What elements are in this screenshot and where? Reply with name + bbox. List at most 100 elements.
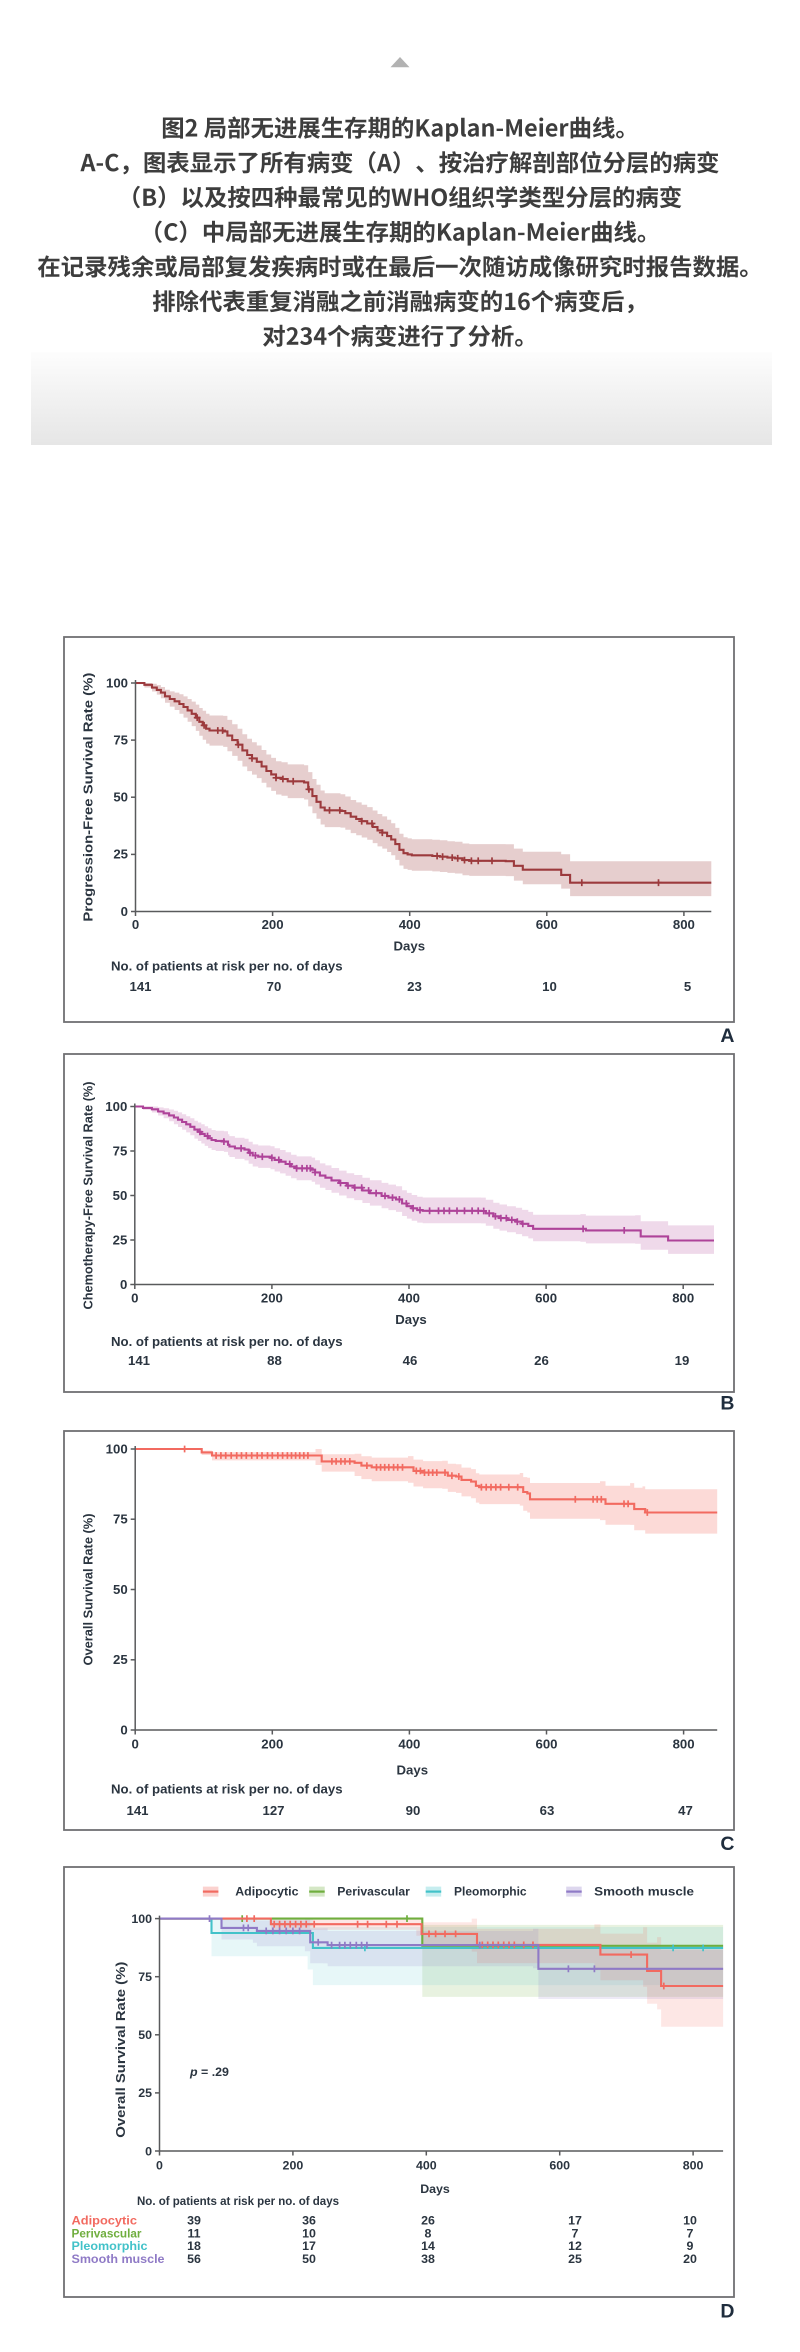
svg-text:Smooth muscle: Smooth muscle xyxy=(72,2252,165,2266)
svg-text:25: 25 xyxy=(113,847,128,862)
svg-text:90: 90 xyxy=(406,1803,421,1818)
svg-text:A: A xyxy=(720,1025,734,1047)
svg-text:0: 0 xyxy=(156,2159,163,2173)
svg-text:400: 400 xyxy=(398,1737,420,1752)
svg-text:7: 7 xyxy=(687,2226,694,2240)
svg-text:141: 141 xyxy=(126,1803,148,1818)
svg-text:C: C xyxy=(720,1833,734,1855)
svg-text:400: 400 xyxy=(398,1291,420,1306)
svg-text:No. of patients at risk per no: No. of patients at risk per no. of days xyxy=(137,2194,339,2208)
svg-text:39: 39 xyxy=(187,2214,201,2228)
svg-text:18: 18 xyxy=(187,2239,201,2253)
svg-text:50: 50 xyxy=(113,790,128,805)
svg-text:600: 600 xyxy=(549,2159,570,2173)
svg-text:Days: Days xyxy=(394,938,426,953)
svg-text:17: 17 xyxy=(302,2239,316,2253)
svg-text:75: 75 xyxy=(113,732,128,747)
svg-text:17: 17 xyxy=(568,2214,582,2228)
svg-text:0: 0 xyxy=(145,2144,152,2158)
svg-text:23: 23 xyxy=(407,979,422,994)
svg-text:25: 25 xyxy=(113,1652,128,1667)
svg-text:70: 70 xyxy=(267,979,282,994)
svg-text:0: 0 xyxy=(121,904,128,919)
svg-text:25: 25 xyxy=(113,1232,128,1247)
svg-text:No. of patients at risk per no: No. of patients at risk per no. of days xyxy=(111,1334,343,1349)
svg-text:75: 75 xyxy=(113,1512,128,1527)
svg-text:400: 400 xyxy=(416,2159,437,2173)
svg-text:36: 36 xyxy=(302,2214,316,2228)
svg-text:11: 11 xyxy=(187,2226,200,2240)
svg-text:75: 75 xyxy=(113,1143,128,1158)
svg-text:75: 75 xyxy=(138,1970,152,1984)
svg-text:100: 100 xyxy=(106,1441,128,1456)
svg-text:141: 141 xyxy=(129,979,151,994)
svg-text:Days: Days xyxy=(420,2182,450,2196)
svg-text:Overall Survival Rate (%): Overall Survival Rate (%) xyxy=(80,1514,95,1666)
svg-text:800: 800 xyxy=(673,917,695,932)
svg-text:14: 14 xyxy=(421,2239,435,2253)
svg-text:600: 600 xyxy=(536,917,558,932)
svg-text:800: 800 xyxy=(683,2159,704,2173)
svg-text:63: 63 xyxy=(540,1803,555,1818)
svg-text:10: 10 xyxy=(683,2214,697,2228)
svg-text:400: 400 xyxy=(399,917,421,932)
svg-text:19: 19 xyxy=(675,1353,690,1368)
svg-text:26: 26 xyxy=(534,1353,549,1368)
svg-text:5: 5 xyxy=(684,979,691,994)
svg-text:0: 0 xyxy=(132,1737,139,1752)
svg-text:Perivascular: Perivascular xyxy=(72,2226,142,2240)
svg-text:800: 800 xyxy=(672,1291,694,1306)
svg-text:Adipocytic: Adipocytic xyxy=(72,2214,138,2228)
svg-text:141: 141 xyxy=(128,1353,150,1368)
svg-text:Smooth muscle: Smooth muscle xyxy=(594,1885,694,1899)
svg-text:No. of patients at risk per no: No. of patients at risk per no. of days xyxy=(111,959,343,974)
svg-text:50: 50 xyxy=(302,2252,316,2266)
svg-text:10: 10 xyxy=(302,2226,316,2240)
svg-text:200: 200 xyxy=(262,917,284,932)
svg-text:Perivascular: Perivascular xyxy=(337,1885,410,1899)
svg-text:47: 47 xyxy=(678,1803,693,1818)
svg-text:0: 0 xyxy=(131,1291,138,1306)
svg-text:88: 88 xyxy=(267,1353,282,1368)
svg-text:200: 200 xyxy=(283,2159,304,2173)
svg-text:8: 8 xyxy=(425,2226,432,2240)
svg-text:600: 600 xyxy=(535,1737,557,1752)
svg-text:Adipocytic: Adipocytic xyxy=(235,1885,298,1899)
svg-text:25: 25 xyxy=(568,2252,582,2266)
svg-text:0: 0 xyxy=(120,1722,127,1737)
svg-text:50: 50 xyxy=(113,1188,128,1203)
svg-text:Days: Days xyxy=(397,1763,429,1778)
svg-text:Progression-Free Survival Rate: Progression-Free Survival Rate (%) xyxy=(80,673,95,922)
svg-text:D: D xyxy=(720,2301,734,2323)
svg-text:127: 127 xyxy=(262,1803,284,1818)
svg-text:p = .29: p = .29 xyxy=(189,2065,229,2079)
svg-text:Pleomorphic: Pleomorphic xyxy=(454,1885,527,1899)
svg-text:10: 10 xyxy=(542,979,557,994)
svg-text:56: 56 xyxy=(187,2252,201,2266)
svg-text:7: 7 xyxy=(572,2226,579,2240)
svg-text:0: 0 xyxy=(120,1277,127,1292)
svg-text:Overall Survival Rate (%): Overall Survival Rate (%) xyxy=(113,1962,128,2138)
svg-text:0: 0 xyxy=(132,917,139,932)
svg-text:Pleomorphic: Pleomorphic xyxy=(72,2239,148,2253)
svg-text:9: 9 xyxy=(687,2239,694,2253)
svg-text:No. of patients at risk per no: No. of patients at risk per no. of days xyxy=(111,1781,343,1796)
svg-text:200: 200 xyxy=(261,1737,283,1752)
svg-text:38: 38 xyxy=(421,2252,435,2266)
svg-text:100: 100 xyxy=(131,1912,152,1926)
svg-text:46: 46 xyxy=(403,1353,418,1368)
svg-text:Days: Days xyxy=(395,1312,427,1327)
svg-text:800: 800 xyxy=(673,1737,695,1752)
svg-text:20: 20 xyxy=(683,2252,697,2266)
svg-text:25: 25 xyxy=(138,2086,152,2100)
svg-text:100: 100 xyxy=(105,1099,127,1114)
svg-text:200: 200 xyxy=(261,1291,283,1306)
svg-text:100: 100 xyxy=(106,675,128,690)
svg-text:Chemotherapy-Free Survival Rat: Chemotherapy-Free Survival Rate (%) xyxy=(80,1082,95,1310)
svg-text:12: 12 xyxy=(568,2239,582,2253)
svg-text:B: B xyxy=(720,1393,734,1415)
svg-text:50: 50 xyxy=(113,1582,128,1597)
svg-text:26: 26 xyxy=(421,2214,435,2228)
svg-text:600: 600 xyxy=(535,1291,557,1306)
svg-text:50: 50 xyxy=(138,2028,152,2042)
